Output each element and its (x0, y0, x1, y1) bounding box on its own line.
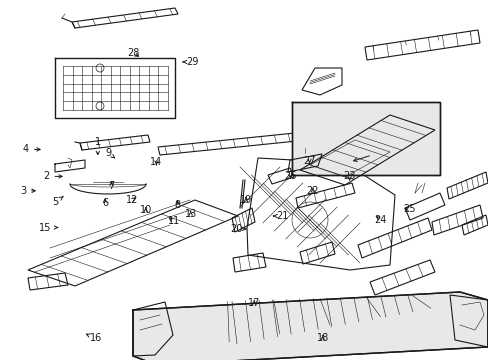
Text: 27: 27 (303, 156, 315, 166)
Text: 6: 6 (102, 198, 108, 208)
Text: 12: 12 (125, 195, 138, 205)
Text: 3: 3 (20, 186, 35, 196)
Bar (291, 102, 439, 175)
Text: 24: 24 (374, 215, 386, 225)
Text: 16: 16 (86, 333, 102, 343)
Text: 15: 15 (39, 222, 58, 233)
Text: 17: 17 (247, 298, 260, 308)
Text: 22: 22 (306, 186, 319, 196)
Text: 11: 11 (167, 216, 180, 226)
Text: 2: 2 (43, 171, 62, 181)
Polygon shape (133, 292, 487, 360)
Text: 29: 29 (183, 57, 198, 67)
Text: 10: 10 (139, 205, 152, 215)
Text: 18: 18 (316, 333, 328, 343)
Text: 7: 7 (108, 181, 114, 192)
Text: 28: 28 (127, 48, 140, 58)
Text: 5: 5 (52, 196, 63, 207)
Text: 9: 9 (105, 148, 115, 158)
Text: 13: 13 (184, 209, 197, 219)
Text: 8: 8 (174, 200, 180, 210)
Text: 23: 23 (343, 171, 355, 181)
Text: 20: 20 (230, 224, 245, 234)
Text: 21: 21 (273, 211, 288, 221)
Text: 4: 4 (23, 144, 40, 154)
Text: 25: 25 (402, 204, 415, 214)
Text: 19: 19 (239, 195, 252, 205)
Text: 26: 26 (284, 171, 296, 181)
Text: 14: 14 (150, 157, 163, 167)
Text: 1: 1 (95, 137, 101, 154)
